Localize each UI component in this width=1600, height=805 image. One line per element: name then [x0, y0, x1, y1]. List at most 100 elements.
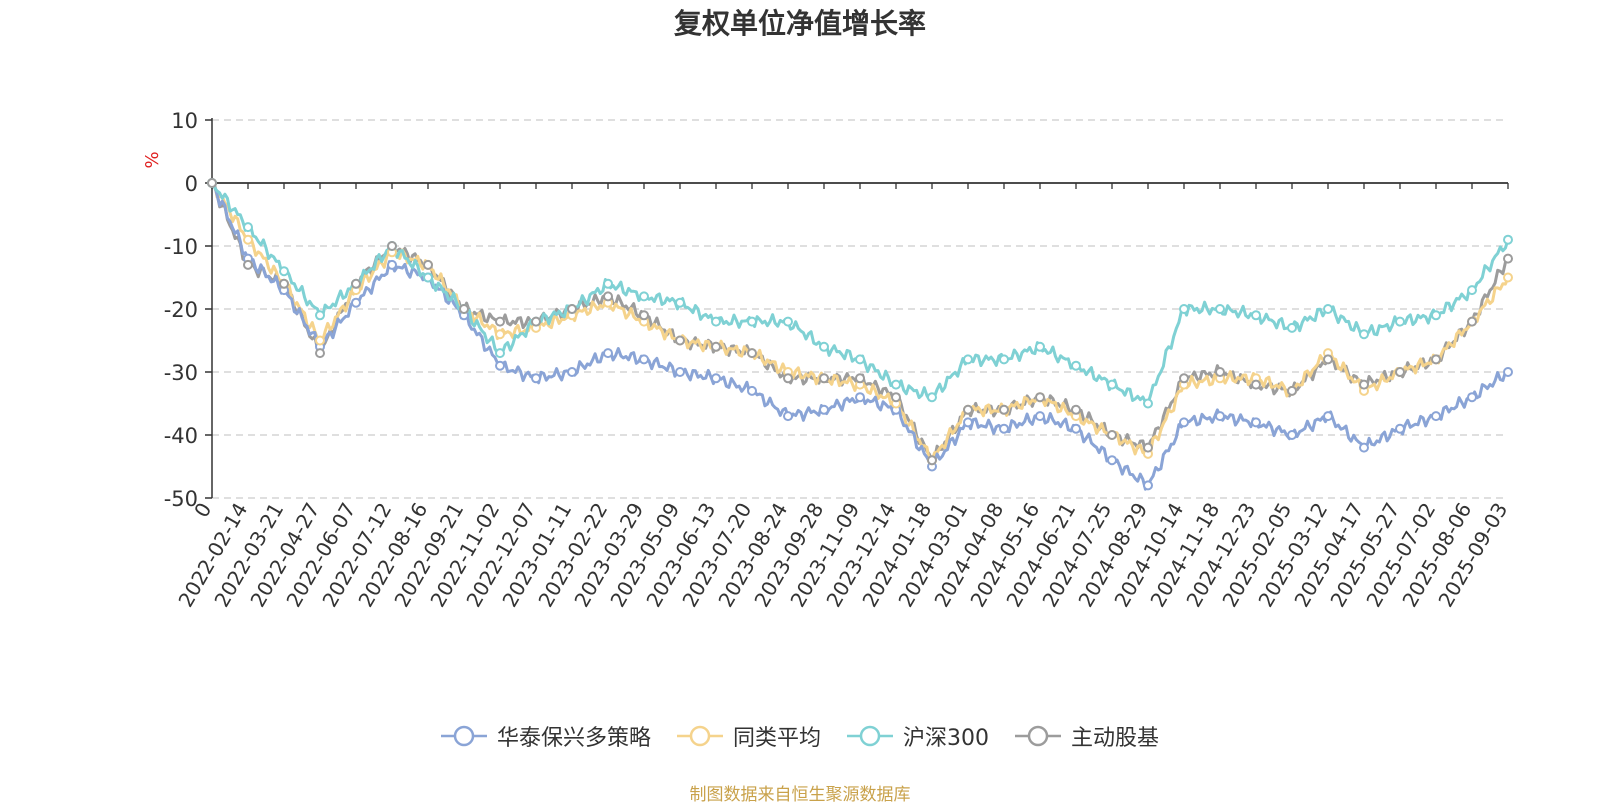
- data-point: [1467, 392, 1477, 403]
- data-point: [603, 278, 613, 289]
- data-point: [1323, 304, 1333, 314]
- data-point: [927, 455, 937, 466]
- data-point: [675, 367, 685, 377]
- legend-marker-icon: [676, 725, 723, 747]
- legend-marker-icon: [847, 725, 893, 747]
- legend-marker-icon: [1015, 725, 1061, 747]
- data-point: [999, 423, 1009, 434]
- data-point: [387, 259, 397, 270]
- data-point: [639, 291, 649, 302]
- data-point: [1503, 272, 1513, 283]
- data-point: [1143, 480, 1153, 491]
- data-point: [1503, 253, 1513, 264]
- axes: [205, 118, 1509, 499]
- legend-marker-icon: [440, 725, 487, 747]
- data-point: [531, 373, 541, 384]
- data-point: [1179, 304, 1189, 314]
- data-point: [1503, 367, 1513, 377]
- data-point: [711, 373, 721, 384]
- data-point: [279, 278, 289, 289]
- x-tick-label: 0: [189, 499, 216, 522]
- data-point: [783, 411, 793, 422]
- data-point: [1215, 304, 1225, 314]
- data-point: [315, 310, 325, 321]
- series-line-3: [210, 182, 1510, 462]
- data-point: [279, 266, 289, 277]
- data-point: [1251, 379, 1261, 390]
- data-point: [1179, 373, 1189, 384]
- data-point: [351, 278, 361, 289]
- y-tick-label: -30: [164, 361, 198, 385]
- data-point: [747, 348, 757, 359]
- data-point: [819, 404, 829, 415]
- data-point: [639, 354, 649, 365]
- data-point: [495, 348, 505, 359]
- data-point: [423, 259, 433, 270]
- data-point: [1035, 392, 1045, 403]
- data-point: [1287, 322, 1297, 333]
- data-point: [1071, 360, 1081, 371]
- data-point: [1035, 411, 1045, 422]
- legend-label: 主动股基: [1071, 726, 1160, 751]
- axis-labels: 100-10-20-30-40-50%02022-02-142022-03-21…: [142, 109, 1512, 611]
- y-tick-label: 0: [185, 172, 198, 196]
- source-note: 制图数据来自恒生聚源数据库: [689, 785, 911, 805]
- legend-label: 同类平均: [732, 726, 821, 751]
- data-point: [603, 291, 613, 302]
- data-point: [567, 367, 577, 377]
- data-point: [819, 341, 829, 352]
- data-point: [783, 373, 793, 384]
- data-point: [351, 297, 361, 308]
- data-point: [495, 329, 505, 340]
- data-point: [1107, 455, 1117, 466]
- legend-item[interactable]: 沪深300: [847, 720, 989, 752]
- y-tick-label: -10: [164, 235, 198, 259]
- data-point: [855, 373, 865, 384]
- data-point: [1251, 310, 1261, 321]
- data-point: [711, 341, 721, 352]
- data-point: [1431, 354, 1441, 365]
- data-point: [603, 348, 613, 359]
- data-point: [855, 392, 865, 403]
- data-point: [531, 316, 541, 327]
- data-point: [1323, 354, 1333, 365]
- data-point: [855, 354, 865, 365]
- data-point: [1107, 379, 1117, 390]
- series-line-0: [210, 181, 1508, 491]
- legend-label: 华泰保兴多策略: [496, 726, 651, 751]
- data-point: [1071, 404, 1081, 415]
- data-point: [1395, 316, 1405, 327]
- data-point: [567, 304, 577, 314]
- y-tick-label: -20: [164, 298, 198, 322]
- data-point: [1467, 285, 1477, 296]
- y-tick-label: -40: [164, 424, 198, 448]
- legend-item[interactable]: 华泰保兴多策略: [440, 720, 651, 752]
- data-point: [1287, 385, 1297, 396]
- data-point: [783, 316, 793, 327]
- data-point: [927, 392, 937, 403]
- data-point: [387, 241, 397, 251]
- data-point: [1359, 379, 1369, 390]
- data-point: [1215, 411, 1225, 422]
- data-point: [1395, 423, 1405, 434]
- data-point: [675, 335, 685, 346]
- legend-item[interactable]: 同类平均: [676, 720, 821, 752]
- data-point: [1035, 341, 1045, 352]
- data-point: [1503, 234, 1513, 245]
- legend-item[interactable]: 主动股基: [1015, 720, 1159, 752]
- data-point: [1431, 310, 1441, 321]
- data-point: [1215, 367, 1225, 377]
- data-point: [1107, 430, 1117, 440]
- data-point: [207, 178, 217, 188]
- series-lines: [210, 181, 1510, 491]
- data-point: [1395, 367, 1405, 377]
- data-point: [1359, 442, 1369, 453]
- data-point: [243, 234, 253, 245]
- data-point: [1071, 423, 1081, 434]
- data-point: [1143, 442, 1153, 453]
- y-axis-label: %: [142, 151, 163, 168]
- data-point: [315, 348, 325, 359]
- y-tick-label: -50: [164, 487, 198, 511]
- legend: 华泰保兴多策略 同类平均 沪深300 主动股基: [0, 720, 1600, 752]
- data-point: [1359, 329, 1369, 340]
